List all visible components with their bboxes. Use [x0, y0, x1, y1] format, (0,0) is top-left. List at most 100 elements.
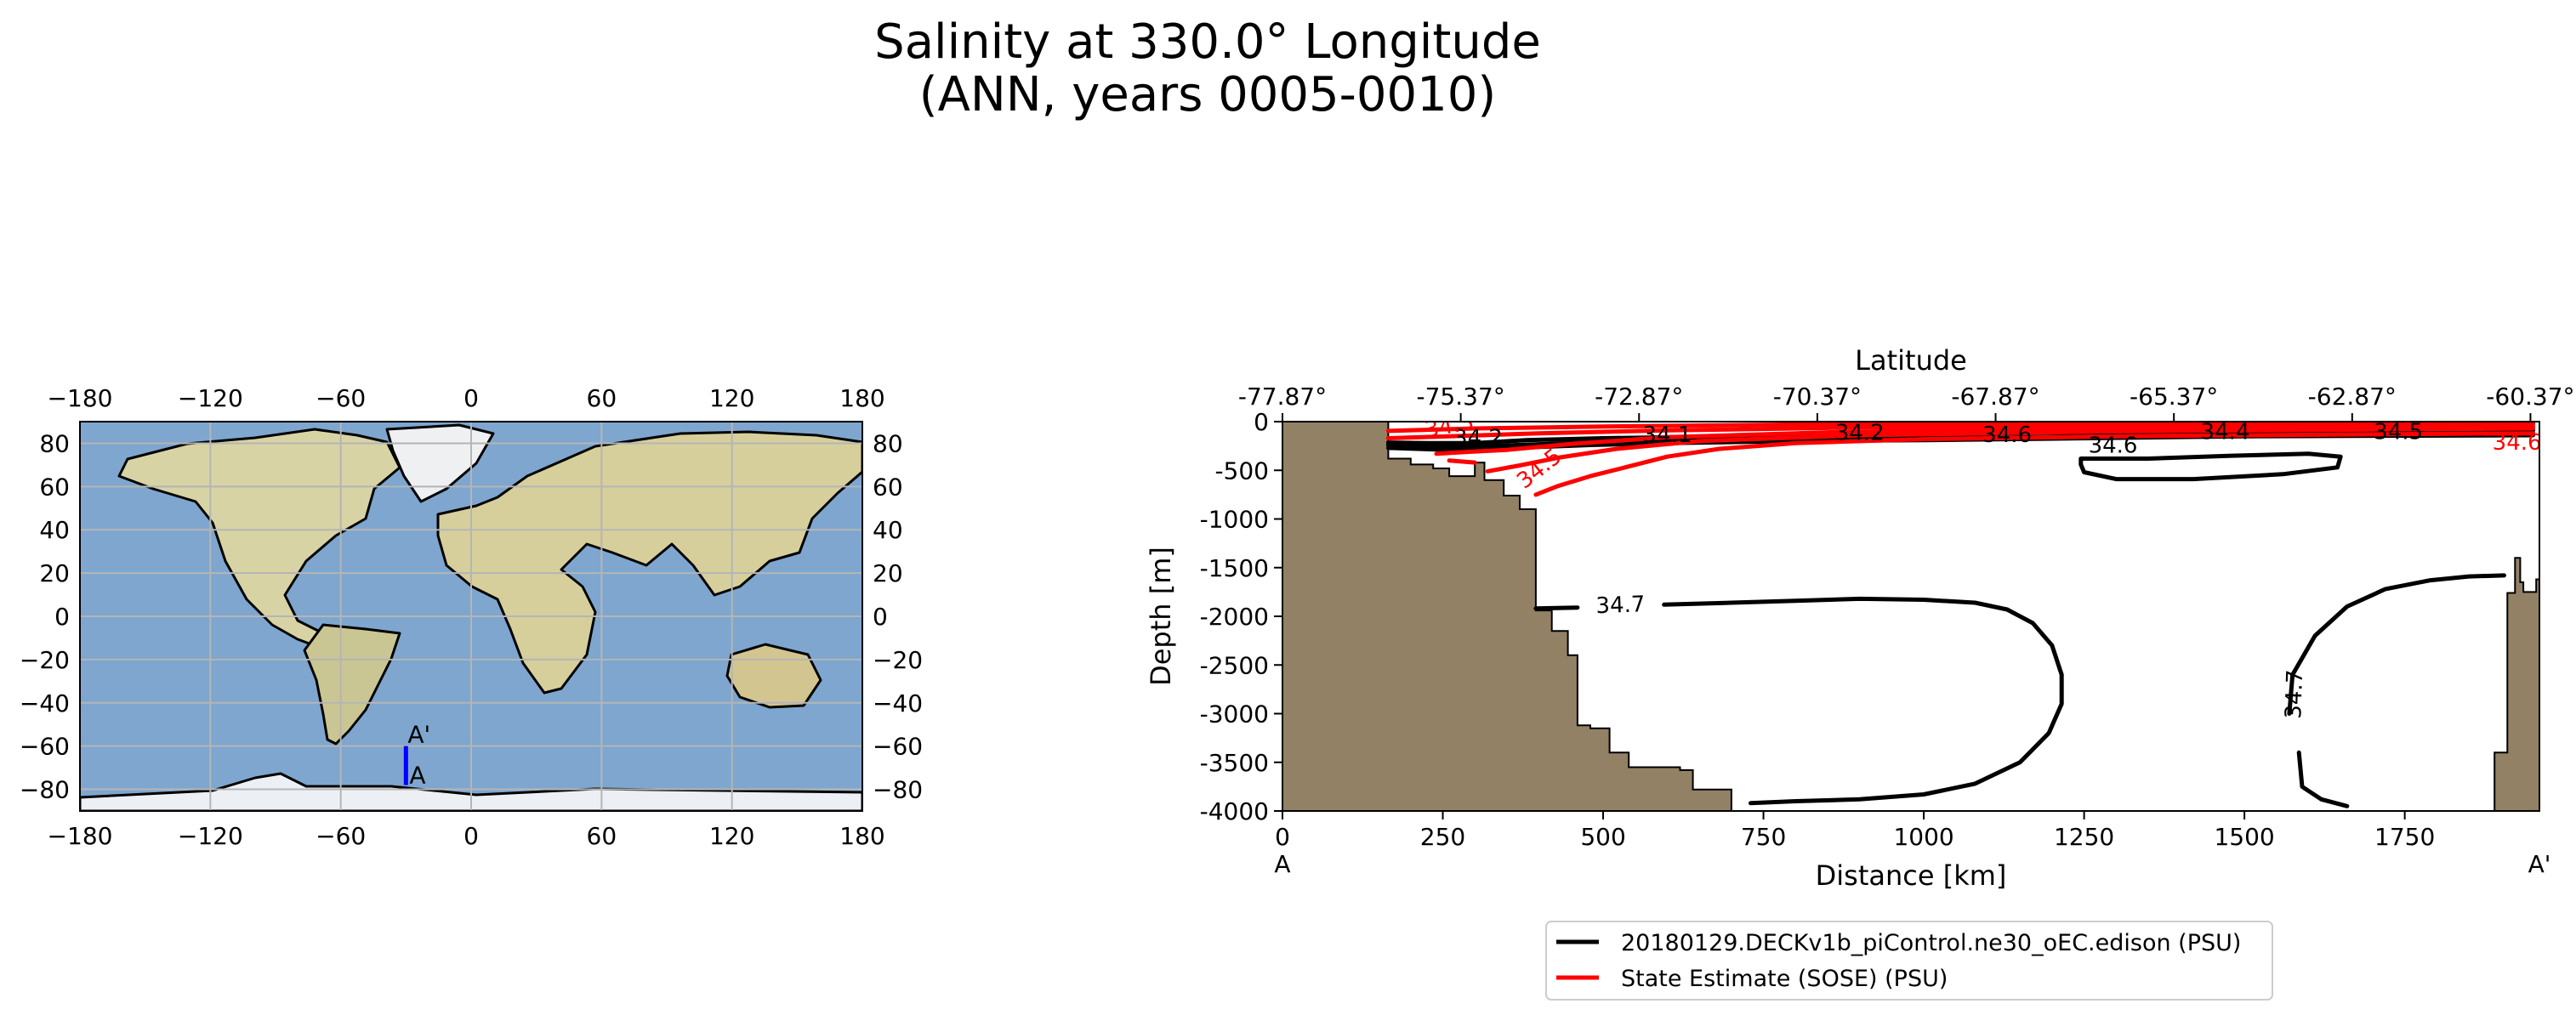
y-tick-label: -3500 — [1200, 749, 1269, 777]
map-top-tick-label: −120 — [178, 384, 243, 412]
map-frame — [79, 421, 863, 812]
map-left-tick-label: −60 — [20, 733, 70, 761]
map-top-tick-label: 120 — [709, 384, 754, 412]
map-bottom-tick-label: −180 — [48, 822, 113, 850]
map-right-tick-label: 0 — [873, 603, 888, 631]
map-axes: −180 −180 −120 −120 −60 −60 0 0 60 60 120 120 180 180… — [20, 384, 923, 850]
map-land-south-america — [303, 623, 401, 746]
figure-title-line-2: (ANN, years 0005-0010) — [919, 67, 1497, 122]
model-contour-34.7 — [1662, 596, 2064, 806]
contour-lines — [1385, 422, 2535, 808]
map-left-tick-label: 80 — [39, 429, 70, 457]
sose-contour-34.0 — [1447, 458, 1477, 465]
contour-label: 34.2 — [1453, 425, 1503, 451]
section-end-label: A' — [2528, 850, 2551, 878]
section-axes: 0 250 500 750 1000 1250 1500 1750 0 -500 -1000 -150… — [1200, 383, 2575, 851]
map-left-tick-label: 0 — [54, 603, 70, 631]
map-left-tick-label: −80 — [20, 776, 70, 804]
bathymetry-right — [2494, 422, 2539, 811]
map-right-tick-label: −40 — [873, 689, 923, 717]
lat-tick-label: -75.37° — [1417, 383, 1505, 411]
map-transect-end-label: A' — [407, 721, 430, 749]
map-land-australia — [725, 643, 822, 709]
contour-label: 34.5 — [2374, 419, 2423, 445]
section-start-label: A — [1274, 850, 1290, 878]
sose-contour-34.1 — [1385, 422, 2535, 434]
lat-tick-label: -77.87° — [1238, 383, 1327, 411]
map-land-antarctica — [80, 772, 862, 811]
map-bottom-tick-label: −120 — [178, 822, 243, 850]
map-bottom-tick-label: 0 — [463, 822, 479, 850]
map-bottom-tick-label: −60 — [316, 822, 366, 850]
x-tick-label: 1250 — [2054, 823, 2114, 851]
map-right-tick-label: −80 — [873, 776, 923, 804]
y-tick-label: -3000 — [1200, 700, 1269, 729]
map-left-tick-label: 60 — [39, 473, 70, 501]
map-top-tick-label: 0 — [463, 384, 479, 412]
lat-tick-label: -70.37° — [1773, 383, 1862, 411]
map-left-tick-label: 40 — [39, 516, 70, 544]
contour-label: 34.6 — [1982, 422, 2032, 448]
contour-label: 34.2 — [1835, 421, 1885, 446]
y-tick-label: -500 — [1214, 456, 1269, 485]
bathymetry — [1282, 422, 2539, 811]
sose-contour-34.4 — [1485, 426, 2535, 473]
sose-contour-34.3 — [1434, 424, 2535, 456]
map-right-tick-label: 40 — [873, 516, 903, 544]
map-right-tick-label: 20 — [873, 559, 903, 587]
map-left-tick-label: 20 — [39, 559, 70, 587]
map-transect-line: A A' — [403, 721, 430, 789]
section-panel: 34.734.734.634.634.234.1 34.4 34.534.234.5… — [1145, 344, 2575, 892]
y-tick-label: 0 — [1254, 408, 1269, 436]
x-axis-label: Distance [km] — [1816, 859, 2007, 892]
map-bottom-tick-label: 120 — [709, 822, 754, 850]
contour-labels: 34.734.734.634.634.234.1 34.4 34.534.234.5… — [1423, 419, 2539, 719]
map-land-north-america — [117, 428, 401, 652]
legend: 20180129.DECKv1b_piControl.ne30_oEC.edis… — [1545, 921, 2273, 1001]
map-bottom-tick-label: 60 — [587, 822, 617, 850]
top-axis-label: Latitude — [1855, 344, 1967, 377]
map-left-tick-label: −40 — [20, 689, 70, 717]
contour-label: 34.1 — [1643, 422, 1692, 448]
lat-tick-label: -65.37° — [2130, 383, 2218, 411]
lat-tick-label: -72.87° — [1595, 383, 1683, 411]
x-tick-label: 500 — [1580, 823, 1625, 851]
map-panel: A A' −180 −180 −120 −120 −60 −60 0 0 60 60 120 120 18… — [20, 384, 923, 850]
y-tick-label: -2000 — [1200, 603, 1269, 631]
map-top-tick-label: −180 — [48, 384, 113, 412]
model-contour-34.7 — [1533, 605, 1580, 611]
map-transect-start-label: A — [409, 761, 425, 789]
x-tick-label: 1500 — [2214, 823, 2274, 851]
y-tick-label: -1000 — [1200, 506, 1269, 534]
x-tick-label: 750 — [1741, 823, 1786, 851]
map-gridlines — [80, 422, 862, 811]
contour-label: 34.4 — [2201, 419, 2250, 445]
map-top-tick-label: −60 — [316, 384, 366, 412]
contour-label: 34.7 — [2281, 669, 2308, 719]
legend-label-model: 20180129.DECKv1b_piControl.ne30_oEC.edis… — [1621, 930, 2241, 956]
y-tick-label: -4000 — [1200, 797, 1269, 825]
lat-tick-label: -62.87° — [2308, 383, 2397, 411]
map-right-tick-label: −20 — [873, 646, 923, 674]
figure-title-line-1: Salinity at 330.0° Longitude — [874, 14, 1541, 70]
map-bottom-tick-label: 180 — [839, 822, 884, 850]
model-contour-34.7 — [2296, 750, 2350, 808]
legend-box — [1545, 921, 2273, 1001]
x-tick-label: 1750 — [2374, 823, 2435, 851]
bathymetry-left — [1282, 422, 1732, 811]
x-tick-label: 1000 — [1893, 823, 1953, 851]
map-right-tick-label: 60 — [873, 473, 903, 501]
contour-label: 34.7 — [1595, 592, 1646, 619]
y-axis-label: Depth [m] — [1145, 547, 1177, 686]
x-tick-label: 250 — [1420, 823, 1465, 851]
model-contour-34.6 — [2078, 451, 2343, 482]
model-contour-34.7 — [2287, 573, 2506, 716]
map-right-tick-label: 80 — [873, 429, 903, 457]
lat-tick-label: -60.37° — [2486, 383, 2574, 411]
y-tick-label: -2500 — [1200, 651, 1269, 679]
y-tick-label: -1500 — [1200, 554, 1269, 582]
map-top-tick-label: 60 — [587, 384, 617, 412]
contour-label: 34.6 — [2089, 433, 2138, 458]
sose-contour-34.5 — [1533, 431, 2535, 497]
